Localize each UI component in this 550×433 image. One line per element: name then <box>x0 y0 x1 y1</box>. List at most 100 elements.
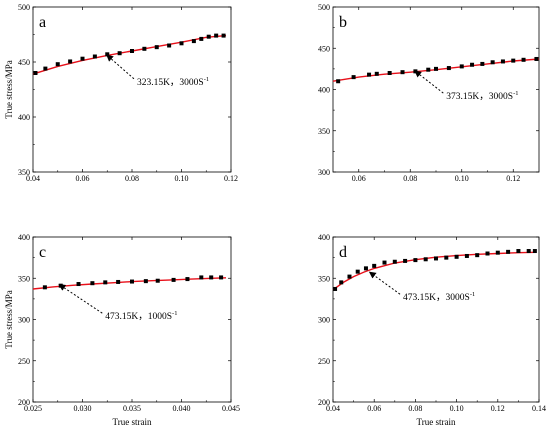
experiment-point <box>347 274 352 279</box>
experiment-point <box>506 249 511 254</box>
y-tick-label: 350 <box>318 274 330 283</box>
experiment-point <box>103 280 108 285</box>
experiment-point <box>511 58 516 63</box>
y-tick-label: 400 <box>18 113 30 122</box>
y-tick-label: 300 <box>318 168 330 177</box>
experiment-point <box>68 59 73 64</box>
annotation-arrow <box>58 284 103 314</box>
experiment-point <box>446 66 451 71</box>
annotation-main: 373.15K，3000S <box>446 92 513 102</box>
annotation-superscript: -1 <box>513 90 518 97</box>
experiment-point <box>470 62 475 67</box>
experiment-point <box>185 277 190 282</box>
experiment-point <box>516 249 521 254</box>
annotation-text: 373.15K，3000S-1 <box>446 90 518 102</box>
experiment-point <box>92 54 97 59</box>
experiment-point <box>403 258 408 263</box>
experiment-point <box>434 256 438 261</box>
experiment-point <box>142 46 147 51</box>
y-tick-label: 450 <box>18 58 30 67</box>
experiment-point <box>423 257 428 262</box>
x-axis-label: True strain <box>113 417 152 427</box>
experiment-point <box>351 75 356 80</box>
x-tick-label: 0.06 <box>76 174 90 183</box>
y-tick-label: 300 <box>18 316 30 325</box>
panel-b: 0.06 0.08 0.10 0.12 300 350 400 450 500 b 373.15K，… <box>318 3 540 183</box>
annotation-main: 323.15K，3000S <box>137 78 204 88</box>
y-tick-label: 200 <box>18 398 30 407</box>
experiment-point <box>454 254 459 259</box>
experiment-point <box>387 71 392 75</box>
annotation-text: 473.15K，1000S-1 <box>105 310 177 322</box>
annotation-main: 473.15K，1000S <box>105 312 172 322</box>
experiment-point <box>206 34 211 39</box>
x-tick-label: 0.025 <box>24 404 42 413</box>
fit-curve <box>332 251 535 291</box>
plot-frame <box>332 6 540 173</box>
y-tick-label: 350 <box>18 274 30 283</box>
experiment-point <box>336 79 341 84</box>
panel-label: a <box>39 14 46 31</box>
experiment-point <box>80 56 85 61</box>
experiment-point <box>495 250 500 255</box>
experiment-point <box>90 281 95 286</box>
experiment-point <box>485 251 490 256</box>
y-tick-label: 400 <box>318 86 330 95</box>
experiment-point <box>444 255 449 260</box>
y-tick-label: 250 <box>318 357 330 366</box>
annotation-superscript: -1 <box>172 310 177 317</box>
x-tick-label: 0.10 <box>455 174 469 183</box>
y-tick-label: 350 <box>318 127 330 136</box>
experiment-point <box>333 286 338 291</box>
panel-label: c <box>39 244 46 261</box>
x-tick-label: 0.12 <box>491 404 505 413</box>
panel-label: d <box>339 244 347 261</box>
x-tick-label: 0.030 <box>74 404 92 413</box>
y-axis-label: True stress/MPa <box>4 60 14 118</box>
experiment-point <box>532 249 537 254</box>
experiment-point <box>171 277 176 282</box>
y-tick-label: 350 <box>18 168 30 177</box>
experiment-point <box>209 275 214 280</box>
experiment-point <box>117 51 122 56</box>
x-tick-label: 0.14 <box>532 404 546 413</box>
experiment-point <box>143 279 148 284</box>
experiment-point <box>191 39 196 44</box>
panel-label: b <box>339 14 347 31</box>
experiment-point <box>400 70 405 75</box>
experiment-point <box>43 66 48 71</box>
y-tick-label: 500 <box>18 3 30 12</box>
x-tick-label: 0.035 <box>123 404 141 413</box>
experiment-point <box>490 60 495 65</box>
experiment-point <box>199 275 204 280</box>
experiment-point <box>76 282 81 287</box>
experiment-point <box>392 259 397 264</box>
x-tick-label: 0.08 <box>403 174 417 183</box>
x-tick-label: 0.10 <box>450 404 464 413</box>
experiment-point <box>480 61 485 66</box>
experiment-point <box>459 64 464 69</box>
x-tick-label: 0.08 <box>125 174 139 183</box>
experiment-point <box>105 52 110 57</box>
annotation-text: 323.15K，3000S-1 <box>137 76 209 88</box>
y-tick-label: 400 <box>18 233 30 242</box>
panel-c: 0.025 0.030 0.035 0.040 0.045 200 250 300 350 400… <box>4 233 240 427</box>
experiment-point <box>434 66 438 71</box>
x-tick-label: 0.06 <box>352 174 366 183</box>
x-tick-label: 0.04 <box>326 404 340 413</box>
x-tick-label: 0.08 <box>408 404 422 413</box>
experiment-point <box>33 71 38 75</box>
experiment-point <box>475 253 480 258</box>
y-tick-label: 500 <box>318 3 330 12</box>
y-tick-label: 200 <box>318 398 330 407</box>
experiment-point <box>355 269 360 274</box>
experiment-point <box>179 41 184 46</box>
annotation-text: 473.15K，3000S-1 <box>403 291 475 303</box>
y-tick-label: 300 <box>318 316 330 325</box>
experiment-point <box>526 249 531 254</box>
x-tick-label: 0.12 <box>506 174 520 183</box>
panel-d: 0.04 0.06 0.08 0.10 0.12 0.14 200 250 300 350 400 T… <box>318 233 546 427</box>
plot-frame <box>32 6 232 173</box>
annotation-superscript: -1 <box>470 291 475 298</box>
experiment-point <box>464 253 469 258</box>
